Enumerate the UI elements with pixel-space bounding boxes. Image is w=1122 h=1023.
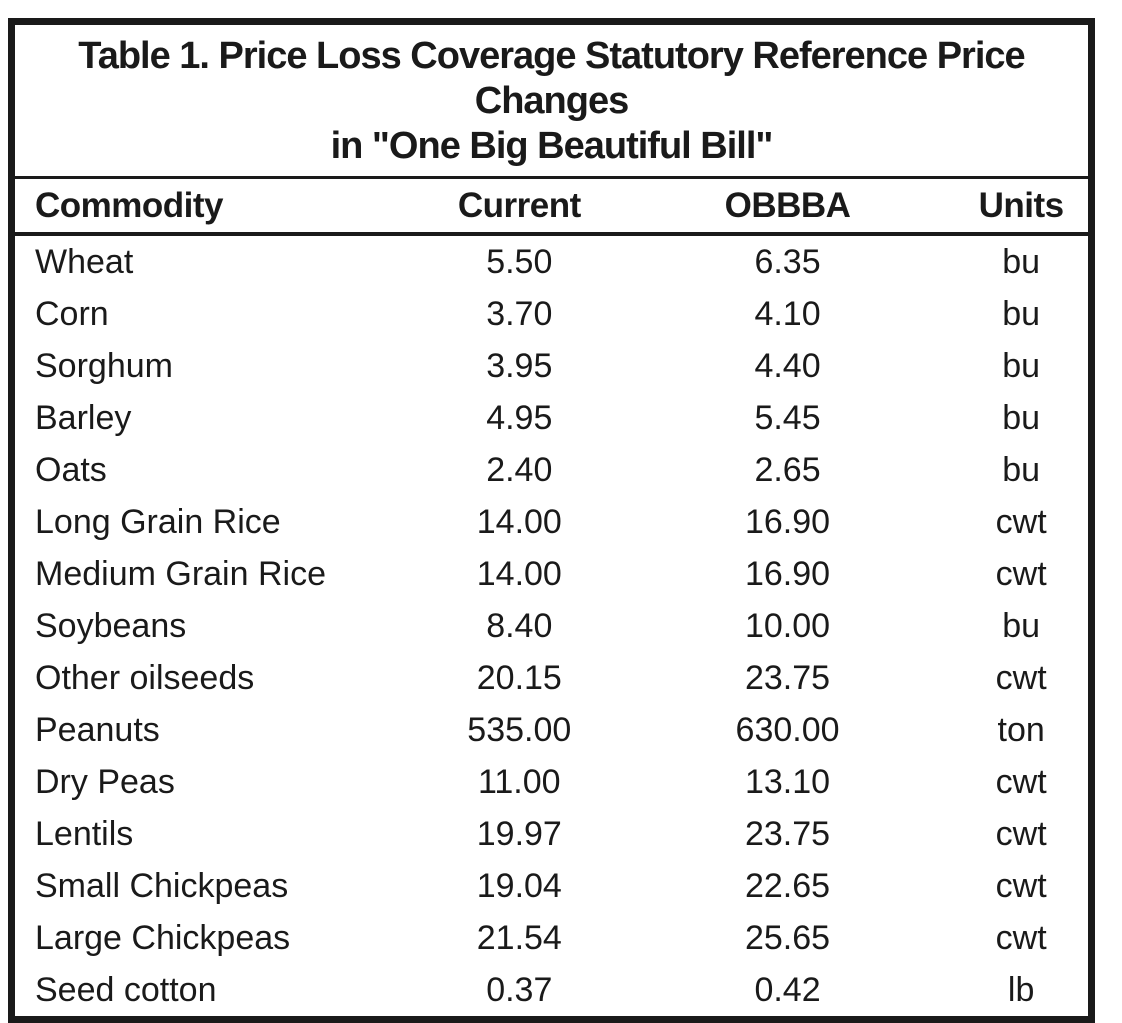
current-price-cell: 5.50 (486, 242, 553, 281)
commodity-cell: Small Chickpeas (35, 866, 289, 905)
current-price-cell: 14.00 (476, 554, 562, 593)
units-cell: cwt (995, 502, 1047, 541)
column-header-obbba: OBBBA (658, 179, 917, 236)
table-row: Peanuts 535.00 630.00 ton (15, 704, 1088, 756)
current-price-cell: 535.00 (467, 710, 572, 749)
commodity-cell: Peanuts (35, 710, 160, 749)
obbba-price-cell: 2.65 (754, 450, 821, 489)
units-cell: lb (1007, 970, 1035, 1009)
commodity-cell: Medium Grain Rice (35, 554, 326, 593)
units-cell: bu (1002, 242, 1041, 281)
current-price-cell: 21.54 (476, 918, 562, 957)
commodity-cell: Sorghum (35, 346, 173, 385)
table-row: Soybeans 8.40 10.00 bu (15, 600, 1088, 652)
column-header-commodity: Commodity (15, 179, 380, 236)
commodity-cell: Soybeans (35, 606, 187, 645)
units-cell: cwt (995, 762, 1047, 801)
obbba-price-cell: 25.65 (744, 918, 831, 957)
table-row: Medium Grain Rice 14.00 16.90 cwt (15, 548, 1088, 600)
commodity-cell: Wheat (35, 242, 134, 281)
price-table: Commodity Current OBBBA Units Wheat 5.50… (15, 179, 1088, 1016)
table-row: Other oilseeds 20.15 23.75 cwt (15, 652, 1088, 704)
column-header-units: Units (916, 179, 1088, 236)
current-price-cell: 8.40 (486, 606, 553, 645)
table-row: Dry Peas 11.00 13.10 cwt (15, 756, 1088, 808)
units-cell: bu (1002, 606, 1041, 645)
table-row: Barley 4.95 5.45 bu (15, 392, 1088, 444)
obbba-price-cell: 0.42 (754, 970, 821, 1009)
obbba-price-cell: 10.00 (744, 606, 831, 645)
current-price-cell: 0.37 (486, 970, 553, 1009)
commodity-cell: Long Grain Rice (35, 502, 281, 541)
table-row: Wheat 5.50 6.35 bu (15, 234, 1088, 288)
obbba-price-cell: 5.45 (754, 398, 821, 437)
obbba-price-cell: 13.10 (744, 762, 831, 801)
header-row: Commodity Current OBBBA Units (15, 179, 1088, 236)
table-row: Sorghum 3.95 4.40 bu (15, 340, 1088, 392)
units-cell: cwt (995, 658, 1047, 697)
current-price-cell: 14.00 (476, 502, 562, 541)
obbba-price-cell: 630.00 (735, 710, 840, 749)
commodity-cell: Large Chickpeas (35, 918, 291, 957)
units-cell: cwt (995, 554, 1047, 593)
units-cell: bu (1002, 450, 1041, 489)
table-row: Long Grain Rice 14.00 16.90 cwt (15, 496, 1088, 548)
commodity-cell: Lentils (35, 814, 134, 853)
obbba-price-cell: 6.35 (754, 242, 821, 281)
table-row: Lentils 19.97 23.75 cwt (15, 808, 1088, 860)
obbba-price-cell: 4.40 (754, 346, 821, 385)
commodity-cell: Oats (35, 450, 107, 489)
table-row: Seed cotton 0.37 0.42 lb (15, 964, 1088, 1016)
commodity-cell: Other oilseeds (35, 658, 255, 697)
table-row: Oats 2.40 2.65 bu (15, 444, 1088, 496)
current-price-cell: 11.00 (478, 762, 561, 801)
current-price-cell: 20.15 (476, 658, 562, 697)
units-cell: bu (1002, 346, 1041, 385)
current-price-cell: 3.95 (486, 346, 553, 385)
current-price-cell: 19.04 (476, 866, 562, 905)
units-cell: bu (1002, 294, 1041, 333)
table-title-line-1: Table 1. Price Loss Coverage Statutory R… (78, 35, 1025, 122)
units-cell: cwt (995, 866, 1047, 905)
current-price-cell: 2.40 (486, 450, 553, 489)
units-cell: bu (1002, 398, 1041, 437)
obbba-price-cell: 22.65 (744, 866, 831, 905)
table-title-line-2: in "One Big Beautiful Bill" (330, 125, 774, 167)
column-header-current: Current (379, 179, 659, 236)
table-row: Small Chickpeas 19.04 22.65 cwt (15, 860, 1088, 912)
obbba-price-cell: 4.10 (754, 294, 821, 333)
obbba-price-cell: 16.90 (744, 502, 831, 541)
table-title: Table 1. Price Loss Coverage Statutory R… (15, 25, 1088, 179)
commodity-cell: Barley (35, 398, 132, 437)
current-price-cell: 4.95 (486, 398, 553, 437)
current-price-cell: 3.70 (486, 294, 553, 333)
table-row: Large Chickpeas 21.54 25.65 cwt (15, 912, 1088, 964)
obbba-price-cell: 23.75 (744, 658, 831, 697)
table-header: Commodity Current OBBBA Units (15, 179, 1088, 236)
units-cell: cwt (995, 814, 1047, 853)
commodity-cell: Corn (35, 294, 109, 333)
units-cell: ton (997, 710, 1045, 749)
table-body: Wheat 5.50 6.35 bu Corn 3.70 4.10 bu Sor… (15, 234, 1088, 1016)
obbba-price-cell: 16.90 (744, 554, 831, 593)
table-row: Corn 3.70 4.10 bu (15, 288, 1088, 340)
obbba-price-cell: 23.75 (744, 814, 831, 853)
units-cell: cwt (995, 918, 1047, 957)
commodity-cell: Dry Peas (35, 762, 175, 801)
commodity-cell: Seed cotton (35, 970, 217, 1009)
current-price-cell: 19.97 (476, 814, 562, 853)
reference-price-table-figure: Table 1. Price Loss Coverage Statutory R… (8, 18, 1095, 1023)
